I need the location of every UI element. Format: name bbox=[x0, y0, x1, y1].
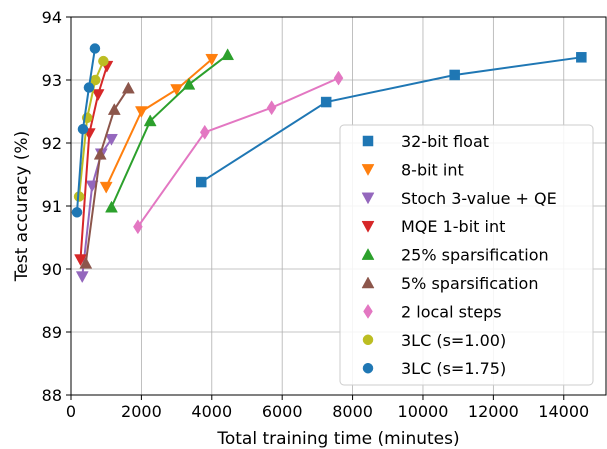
legend-label: 25% sparsification bbox=[401, 246, 549, 265]
data-point bbox=[74, 254, 87, 267]
data-point bbox=[195, 176, 207, 188]
data-point bbox=[266, 100, 277, 116]
legend-entry: MQE 1-bit int bbox=[361, 217, 505, 236]
data-point bbox=[333, 70, 344, 86]
data-point bbox=[93, 147, 107, 160]
data-point bbox=[121, 81, 135, 94]
legend-entry: Stoch 3-value + QE bbox=[361, 189, 557, 208]
series-line bbox=[81, 138, 113, 277]
x-tick-label: 12000 bbox=[468, 402, 519, 421]
legend-entry: 3LC (s=1.75) bbox=[362, 359, 506, 378]
x-tick-label: 10000 bbox=[398, 402, 449, 421]
legend-entry: 32-bit float bbox=[362, 132, 489, 151]
data-point bbox=[79, 256, 93, 269]
data-point bbox=[77, 123, 89, 135]
data-point bbox=[91, 89, 105, 102]
data-point bbox=[199, 124, 210, 140]
legend-label: Stoch 3-value + QE bbox=[401, 189, 557, 208]
legend-label: 3LC (s=1.00) bbox=[401, 331, 506, 350]
data-point bbox=[143, 114, 157, 127]
legend: 32-bit float 8-bit int Stoch 3-value + QE M… bbox=[339, 124, 594, 386]
plot-series bbox=[71, 43, 587, 284]
series-32-bit-float bbox=[195, 52, 587, 188]
data-point bbox=[107, 103, 121, 115]
data-point bbox=[83, 82, 95, 93]
legend-marker bbox=[361, 192, 375, 205]
legend-marker bbox=[363, 303, 373, 319]
legend-label: 2 local steps bbox=[401, 302, 502, 321]
y-tick-label: 90 bbox=[42, 260, 62, 279]
series-line bbox=[79, 65, 108, 260]
y-tick-label: 88 bbox=[42, 386, 62, 405]
series-line bbox=[200, 56, 582, 183]
legend-entry: 3LC (s=1.00) bbox=[362, 331, 506, 350]
x-tick-label: 0 bbox=[66, 402, 76, 421]
legend-entry: 2 local steps bbox=[363, 302, 502, 321]
data-point bbox=[99, 181, 113, 194]
series-line bbox=[110, 54, 229, 208]
x-tick-label: 2000 bbox=[121, 402, 162, 421]
series-5-sparsification bbox=[79, 81, 135, 269]
data-point bbox=[71, 207, 83, 218]
x-axis-title: Total training time (minutes) bbox=[216, 429, 459, 449]
data-point bbox=[576, 52, 587, 63]
legend-entry: 8-bit int bbox=[361, 160, 464, 179]
y-tick-label: 93 bbox=[42, 71, 62, 90]
series-line bbox=[105, 58, 213, 188]
data-point bbox=[320, 96, 332, 108]
y-tick-label: 91 bbox=[42, 197, 62, 216]
x-tick-label: 14000 bbox=[538, 402, 589, 421]
legend-marker bbox=[361, 276, 375, 289]
legend-label: 3LC (s=1.75) bbox=[401, 359, 506, 378]
x-tick-label: 4000 bbox=[191, 402, 232, 421]
legend-marker bbox=[361, 164, 375, 176]
y-tick-label: 92 bbox=[42, 134, 62, 153]
data-point bbox=[75, 271, 89, 284]
legend-label: 32-bit float bbox=[401, 132, 489, 151]
data-point bbox=[221, 48, 235, 61]
series-line bbox=[137, 77, 339, 228]
series-line bbox=[78, 60, 105, 197]
x-tick-label: 6000 bbox=[262, 402, 303, 421]
legend-box bbox=[339, 124, 594, 386]
data-point bbox=[170, 84, 184, 96]
legend-marker bbox=[362, 135, 374, 147]
legend-marker bbox=[362, 362, 374, 374]
series-3lc-s-1-75 bbox=[71, 43, 101, 218]
legend-entry: 25% sparsification bbox=[361, 246, 549, 265]
data-point bbox=[449, 69, 460, 81]
series-2-local-steps bbox=[133, 70, 344, 235]
series-8-bit-int bbox=[99, 53, 219, 194]
series-line bbox=[84, 87, 130, 264]
series-25-sparsification bbox=[105, 48, 235, 213]
data-point bbox=[205, 53, 219, 66]
data-point bbox=[98, 55, 109, 67]
legend-label: 8-bit int bbox=[401, 160, 464, 179]
legend-marker bbox=[361, 220, 375, 233]
data-point bbox=[182, 77, 196, 90]
y-tick-label: 94 bbox=[42, 8, 62, 27]
series-line bbox=[75, 48, 96, 213]
legend-label: MQE 1-bit int bbox=[401, 217, 505, 236]
legend-marker bbox=[361, 248, 375, 260]
axis-ticks: 0 2000 4000 6000 8000 10000 12000 14000 88 89 90 91… bbox=[42, 8, 590, 421]
legend-entry: 5% sparsification bbox=[361, 274, 538, 293]
data-point bbox=[105, 133, 118, 146]
data-point bbox=[105, 200, 118, 213]
legend-label: 5% sparsification bbox=[401, 274, 538, 293]
y-tick-label: 89 bbox=[42, 323, 62, 342]
data-point bbox=[89, 43, 101, 54]
x-tick-label: 8000 bbox=[332, 402, 373, 421]
y-axis-title: Test accuracy (%) bbox=[12, 131, 32, 282]
data-point bbox=[133, 219, 143, 235]
legend-marker bbox=[362, 334, 374, 346]
data-point bbox=[134, 106, 148, 119]
